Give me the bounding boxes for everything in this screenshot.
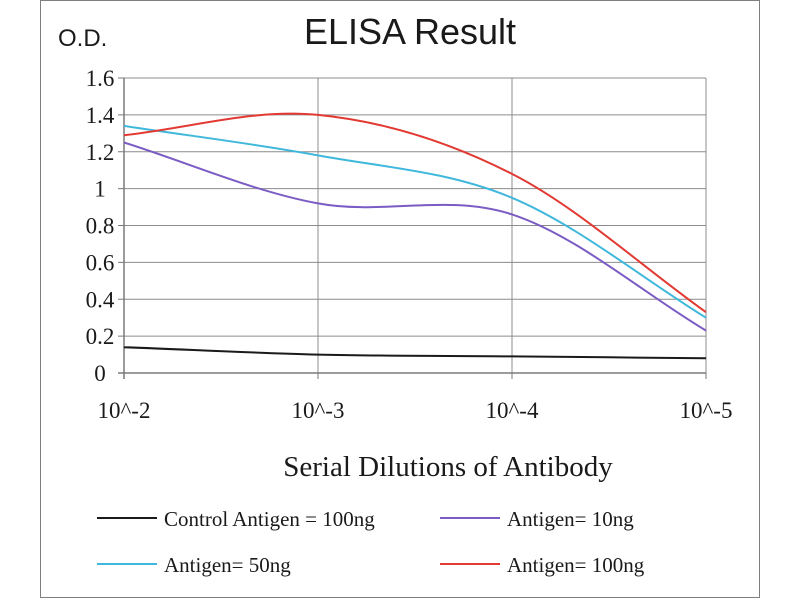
y-tick-label: 0.6 — [86, 250, 115, 275]
series-line-antigen-100ng — [123, 112, 707, 314]
grid — [124, 77, 707, 373]
legend-label-antigen-100ng: Antigen= 100ng — [507, 553, 645, 577]
series-lines — [123, 112, 707, 360]
axes — [118, 77, 707, 379]
y-tick-labels: 0 0.2 0.4 0.6 0.8 1 1.2 1.4 1.6 — [86, 66, 115, 386]
legend-label-control-antigen-100ng: Control Antigen = 100ng — [164, 507, 375, 531]
y-tick-label: 0 — [94, 361, 106, 386]
y-tick-label: 0.4 — [86, 287, 115, 312]
x-tick-label: 10^-5 — [680, 398, 733, 423]
legend: Control Antigen = 100ng Antigen= 10ng Anti… — [97, 507, 645, 577]
legend-label-antigen-50ng: Antigen= 50ng — [164, 553, 291, 577]
y-tick-label: 1.6 — [86, 66, 115, 91]
series-line-control-antigen-100ng — [123, 346, 707, 360]
y-tick-label: 0.8 — [86, 214, 115, 239]
x-axis-label: Serial Dilutions of Antibody — [283, 451, 613, 483]
series-line-antigen-10ng — [123, 141, 707, 332]
series-line-antigen-50ng — [123, 124, 707, 319]
y-tick-label: 1.4 — [86, 103, 115, 128]
chart-title: ELISA Result — [304, 11, 516, 52]
x-tick-label: 10^-2 — [98, 398, 151, 423]
y-tick-label: 1.2 — [86, 140, 115, 165]
y-tick-label: 0.2 — [86, 324, 115, 349]
legend-label-antigen-10ng: Antigen= 10ng — [507, 507, 634, 531]
y-axis-label: O.D. — [58, 25, 107, 52]
y-tick-label: 1 — [94, 177, 106, 202]
x-tick-labels: 10^-2 10^-3 10^-4 10^-5 — [98, 398, 733, 423]
x-tick-label: 10^-3 — [292, 398, 345, 423]
x-tick-label: 10^-4 — [486, 398, 539, 423]
